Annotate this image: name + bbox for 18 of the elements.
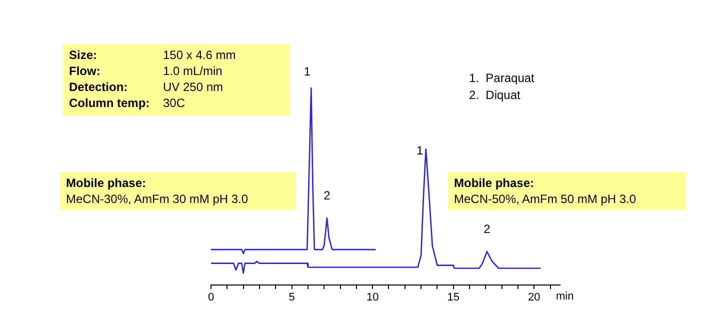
annotation: MeCN-30%, AmFm 30 mM pH 3.0 bbox=[66, 191, 250, 207]
annotation: 1 bbox=[416, 143, 424, 158]
x-tick-label: 10 bbox=[366, 292, 379, 304]
x-tick-label: 0 bbox=[208, 292, 214, 304]
x-tick-label: 15 bbox=[447, 292, 460, 304]
text-box: Size: 150 x 4.6 mm Flow: 1.0 mL/min Detection: UV 250 nm Column temp: 30C bbox=[63, 44, 290, 116]
x-axis-title: min bbox=[556, 290, 574, 303]
text-box: Mobile phase: MeCN-30%, AmFm 30 mM pH 3.0 bbox=[60, 172, 296, 210]
x-tick-label: 20 bbox=[528, 292, 540, 304]
annotation: Mobile phase: bbox=[454, 175, 536, 191]
annotation: MeCN-50%, AmFm 50 mM pH 3.0 bbox=[454, 191, 638, 207]
text-box: Mobile phase: MeCN-50%, AmFm 50 mM pH 3.0 bbox=[448, 172, 686, 210]
annotation: 2 bbox=[324, 188, 331, 202]
annotation: 2. Diquat bbox=[469, 87, 522, 104]
annotation: 1 bbox=[304, 64, 311, 78]
text: 1. Paraquat bbox=[469, 70, 534, 87]
annotation: 2 bbox=[484, 222, 491, 236]
x-tick-label: 5 bbox=[288, 292, 295, 304]
